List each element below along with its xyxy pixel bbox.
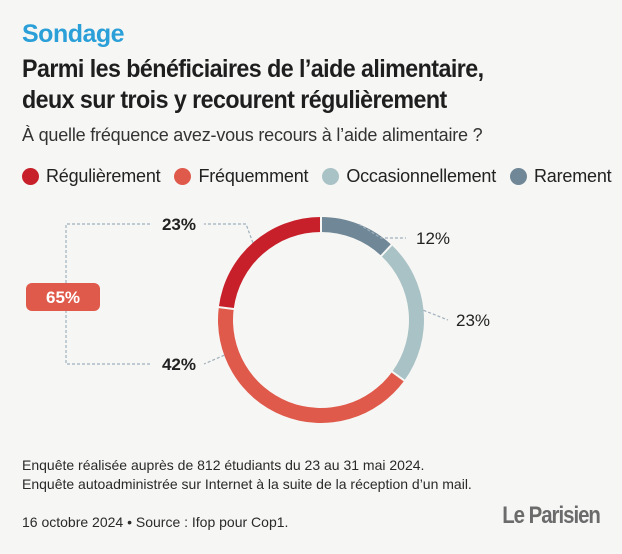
subtitle: À quelle fréquence avez-vous recours à l… bbox=[22, 125, 483, 145]
annotation-badge bbox=[26, 283, 100, 311]
leader-line-rarement bbox=[358, 223, 406, 239]
legend-swatch bbox=[174, 168, 192, 185]
data-label-rarement: 12% bbox=[416, 229, 450, 248]
le-parisien-logo: Le Parisien bbox=[502, 502, 601, 529]
legend-label: Rarement bbox=[534, 166, 612, 186]
title-line-1: Parmi les bénéficiaires de l’aide alimen… bbox=[22, 55, 484, 83]
donut-slice-fréquemment bbox=[218, 307, 405, 424]
bracket-65 bbox=[65, 223, 150, 365]
slice-separator bbox=[217, 305, 235, 311]
legend-item: Occasionnellement bbox=[322, 166, 496, 187]
donut-slice-rarement bbox=[321, 217, 392, 256]
legend-swatch bbox=[322, 168, 340, 185]
legend: Régulièrement Fréquemment Occasionnellemen… bbox=[22, 166, 612, 187]
legend-label: Fréquemment bbox=[198, 166, 309, 186]
donut-slice-régulièrement bbox=[218, 217, 321, 309]
legend-label: Occasionnellement bbox=[346, 166, 496, 186]
donut-slice-occasionnellement bbox=[381, 244, 424, 381]
footer-note: Enquête réalisée auprès de 812 étudiants… bbox=[22, 456, 472, 494]
footer-source: 16 octobre 2024 • Source : Ifop pour Cop… bbox=[22, 514, 289, 530]
legend-item: Régulièrement bbox=[22, 166, 161, 187]
data-label-regulierement: 23% bbox=[162, 215, 196, 234]
data-label-occasionnellement: 23% bbox=[456, 311, 490, 330]
legend-label: Régulièrement bbox=[46, 166, 161, 186]
legend-swatch bbox=[510, 168, 527, 185]
kicker: Sondage bbox=[22, 20, 125, 48]
slice-separator bbox=[390, 370, 406, 382]
slice-separator bbox=[379, 243, 393, 258]
page-title: Parmi les bénéficiaires de l’aide alimen… bbox=[22, 54, 571, 116]
leader-line-regulierement bbox=[204, 223, 254, 243]
footer-note-line-2: Enquête autoadministrée sur Internet à l… bbox=[22, 476, 472, 492]
footer-note-line-1: Enquête réalisée auprès de 812 étudiants… bbox=[22, 457, 425, 473]
title-line-2: deux sur trois y recourent régulièrement bbox=[22, 86, 447, 114]
legend-swatch bbox=[22, 168, 39, 185]
legend-item: Rarement bbox=[510, 166, 612, 187]
leader-line-frequemment bbox=[203, 354, 225, 365]
leader-line-occasionnellement bbox=[423, 309, 449, 321]
legend-item: Fréquemment bbox=[174, 166, 309, 187]
annotation-label: 65% bbox=[46, 288, 80, 307]
data-label-frequemment: 42% bbox=[162, 355, 196, 374]
